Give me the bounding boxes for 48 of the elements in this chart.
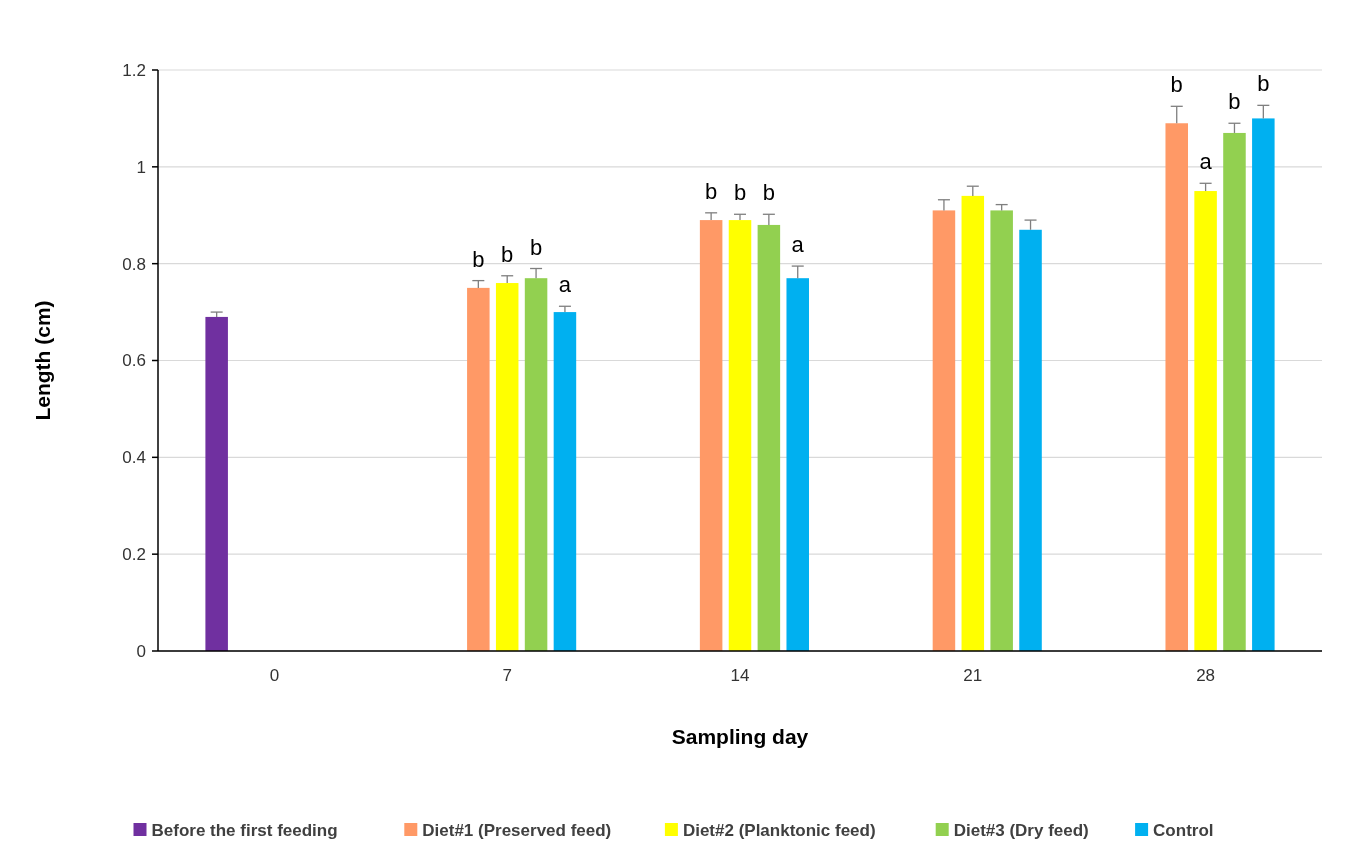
y-tick-label: 0.8 bbox=[122, 254, 146, 274]
bar bbox=[467, 287, 490, 651]
bar bbox=[1165, 123, 1188, 651]
legend-label: Diet#2 (Planktonic feed) bbox=[682, 820, 876, 840]
x-tick-label: 0 bbox=[269, 666, 280, 685]
bar bbox=[553, 312, 577, 651]
data-label: b bbox=[501, 241, 514, 267]
data-label: a bbox=[1199, 149, 1213, 175]
bar bbox=[1194, 191, 1217, 651]
y-tick-label: 0.2 bbox=[122, 545, 146, 565]
y-tick-label: 1 bbox=[136, 157, 146, 177]
data-label: a bbox=[558, 272, 572, 298]
y-tick-label: 1.2 bbox=[122, 60, 146, 80]
bar bbox=[1019, 229, 1042, 651]
bar bbox=[1252, 118, 1275, 651]
y-tick-label: 0.4 bbox=[122, 448, 146, 468]
legend-label: Diet#1 (Preserved feed) bbox=[422, 820, 612, 840]
bar bbox=[728, 220, 752, 651]
legend-label: Control bbox=[1153, 820, 1214, 840]
bar bbox=[757, 224, 781, 651]
data-label: b bbox=[1257, 71, 1270, 97]
bar bbox=[524, 278, 548, 651]
x-tick-label: 14 bbox=[730, 666, 750, 685]
data-label: b bbox=[529, 234, 543, 260]
bar bbox=[786, 278, 809, 651]
data-label: b bbox=[705, 178, 718, 204]
data-label: b bbox=[733, 180, 747, 206]
x-tick-label: 21 bbox=[963, 666, 983, 685]
x-tick-label: 28 bbox=[1196, 666, 1216, 685]
y-tick-label: 0 bbox=[136, 641, 146, 661]
x-axis-title: Sampling day bbox=[671, 725, 809, 748]
data-label: b bbox=[1228, 89, 1241, 115]
bar bbox=[961, 195, 985, 651]
x-tick-label: 7 bbox=[502, 666, 512, 685]
data-label: b bbox=[1170, 72, 1183, 98]
legend-label: Before the first feeding bbox=[151, 820, 338, 840]
bar bbox=[699, 220, 723, 651]
legend-label: Diet#3 (Dry feed) bbox=[953, 820, 1089, 840]
data-label: b bbox=[762, 180, 775, 206]
bar bbox=[1223, 132, 1246, 651]
bar bbox=[932, 210, 956, 651]
bar bbox=[205, 316, 228, 651]
data-label: b bbox=[472, 246, 485, 272]
bar bbox=[495, 283, 519, 651]
y-axis-title: Length (cm) bbox=[31, 300, 54, 421]
y-tick-label: 0.6 bbox=[122, 351, 146, 371]
data-label: a bbox=[791, 232, 805, 258]
bar bbox=[990, 210, 1013, 651]
